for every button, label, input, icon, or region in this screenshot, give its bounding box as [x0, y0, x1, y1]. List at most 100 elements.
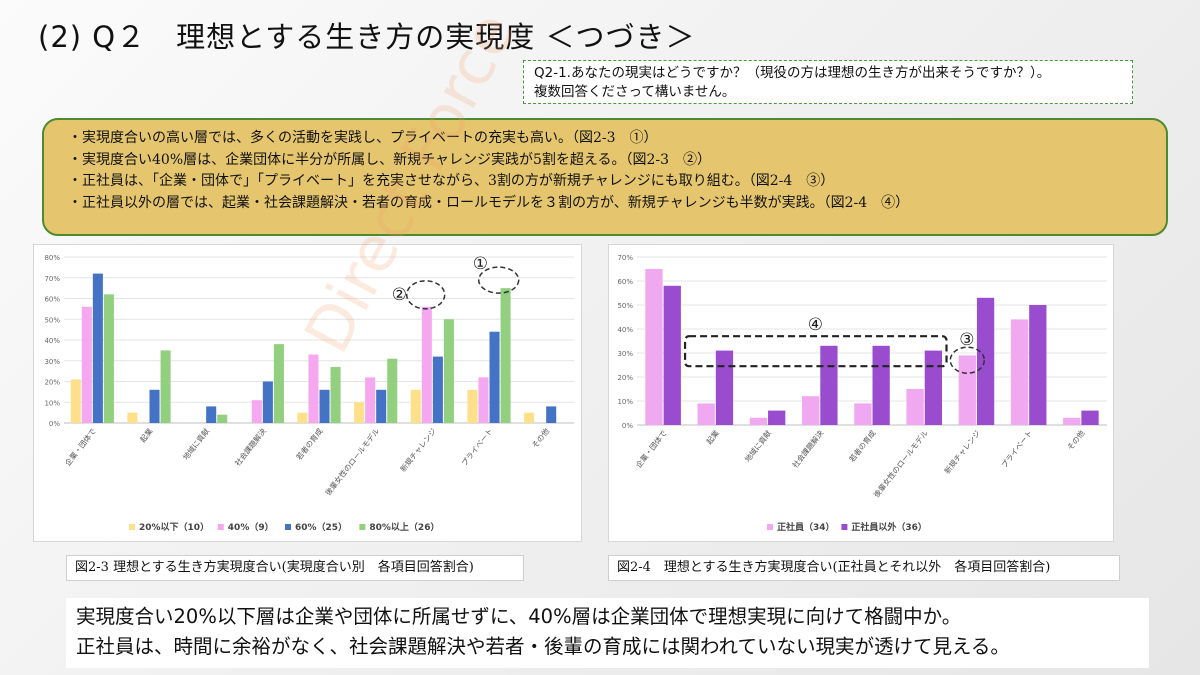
bar — [149, 389, 160, 423]
bar — [715, 350, 734, 425]
summary-line-1: ・実現度合いの高い層では、多くの活動を実践し、プライベートの充実も高い。（図2-… — [68, 130, 658, 146]
question-line-2: 複数回答くださって構いません。 — [534, 84, 736, 100]
y-tick-label: 30% — [617, 350, 633, 358]
bar — [924, 350, 942, 425]
legend-swatch — [285, 524, 291, 530]
bar — [478, 377, 489, 423]
x-tick-label: 地域に貢献 — [742, 428, 773, 464]
y-tick-label: 0% — [622, 422, 633, 430]
bar — [387, 358, 398, 423]
y-tick-label: 30% — [44, 358, 60, 366]
summary-line-2: ・実現度合い40%層は、企業団体に半分が所属し、新規チャレンジ実践が5割を超える… — [68, 151, 712, 168]
bar — [524, 412, 535, 423]
x-tick-label: その他 — [1065, 428, 1087, 452]
annotation-label-2: ② — [392, 285, 407, 305]
question-line-1: Q2-1.あなたの現実はどうですか？（現役の方は理想の生き方が出来そうですか？）… — [534, 65, 1051, 81]
legend-swatch — [359, 524, 366, 530]
y-tick-label: 60% — [44, 296, 60, 304]
chart-2-4-svg: 0% 10% 20% 30% 40% 50% 60% 70% 企業・団体で 起業 地域に貢献 社会課題… — [617, 254, 1107, 533]
y-tick-label: 70% — [44, 275, 60, 283]
bar — [1029, 305, 1047, 425]
y-tick-label: 60% — [617, 278, 633, 286]
y-tick-label: 20% — [617, 374, 633, 382]
chart-2-3-svg: 0% 10% 20% 30% 40% 50% 60% 70% 80% 企業・団体で 起業 地域に貢献社… — [44, 254, 574, 533]
x-tick-label: 起業 — [137, 426, 154, 444]
y-tick-label: 0% — [49, 420, 60, 428]
conclusion-box: 実現度合い20%以下層は企業や団体に所属せずに、40%層は企業団体で理想実現に向… — [66, 598, 1149, 668]
x-tick-label: 社会課題解決 — [790, 428, 826, 470]
bar — [768, 410, 786, 425]
bar — [330, 366, 341, 423]
bar — [206, 406, 217, 423]
x-tick-label: 社会課題解決 — [232, 426, 268, 468]
bar — [297, 412, 308, 423]
x-tick-label: 若者の育成 — [294, 426, 325, 462]
bar — [906, 389, 924, 425]
y-tick-label: 80% — [44, 254, 60, 262]
bar — [103, 294, 114, 423]
bar — [262, 381, 273, 423]
annotation-circle-3 — [949, 346, 986, 374]
bar — [410, 389, 421, 423]
annotation-box-4 — [683, 335, 948, 368]
annotation-label-1: ① — [473, 254, 488, 274]
bar — [1010, 319, 1029, 425]
bar — [546, 406, 557, 423]
bar — [308, 354, 319, 423]
bar — [376, 389, 387, 423]
bar — [958, 355, 976, 425]
bar — [217, 414, 228, 423]
bar — [354, 402, 365, 423]
x-tick-label: 地域に貢献 — [180, 426, 211, 462]
legend-label: 40%（9） — [228, 522, 274, 533]
bar — [160, 350, 171, 423]
legend-swatch — [129, 524, 135, 530]
bar — [663, 285, 681, 425]
bar — [1063, 417, 1081, 425]
x-tick-label: 企業・団体で — [62, 426, 98, 468]
y-tick-label: 40% — [44, 337, 60, 345]
y-tick-label: 10% — [44, 399, 60, 407]
chart-2-4: 0% 10% 20% 30% 40% 50% 60% 70% 企業・団体で 起業 地域に貢献 社会課題… — [608, 244, 1114, 542]
legend-swatch — [841, 524, 848, 530]
bar — [749, 417, 768, 425]
bar — [697, 403, 715, 425]
chart-2-3: 0% 10% 20% 30% 40% 50% 60% 70% 80% 企業・団体で 起業 地域に貢献社… — [33, 244, 582, 542]
y-tick-label: 10% — [617, 398, 633, 406]
bar — [976, 297, 995, 425]
bar — [820, 345, 838, 425]
conclusion-line-2: 正社員は、時間に余裕がなく、社会課題解決や若者・後輩の育成には関われていない現実… — [76, 635, 1010, 658]
x-tick-label: その他 — [530, 426, 552, 450]
question-box: Q2-1.あなたの現実はどうですか？（現役の方は理想の生き方が出来そうですか？）… — [523, 60, 1133, 104]
x-tick-label: プライベート — [460, 427, 495, 468]
legend-swatch — [767, 524, 773, 530]
bar — [421, 306, 432, 423]
bar — [489, 331, 500, 423]
legend-label: 正社員以外（36） — [851, 521, 927, 533]
legend-label: 20%以下（10） — [139, 522, 209, 533]
x-tick-label: プライベート — [999, 429, 1034, 470]
bar — [645, 269, 663, 425]
summary-line-3: ・正社員は、「企業・団体で」「プライベート」を充実させながら、3割の方が新規チャ… — [68, 173, 835, 189]
legend-label: 正社員（34） — [777, 521, 835, 533]
x-tick-label: 若者の育成 — [847, 428, 878, 464]
bar — [467, 389, 478, 423]
legend-label: 60%（25） — [295, 522, 347, 533]
bar — [432, 356, 443, 423]
x-tick-label: 企業・団体で — [633, 428, 669, 470]
bar — [365, 377, 376, 423]
y-tick-label: 50% — [44, 316, 60, 324]
x-tick-label: 新規チャレンジ — [398, 426, 438, 474]
x-tick-label: 新規チャレンジ — [942, 428, 982, 476]
x-tick-label: 起業 — [704, 428, 721, 446]
bar — [70, 379, 81, 423]
bar — [273, 344, 284, 423]
legend-label: 80%以上（26） — [369, 521, 439, 533]
summary-box: ・実現度合いの高い層では、多くの活動を実践し、プライベートの充実も高い。（図2-… — [42, 118, 1168, 236]
caption-chart-2-4: 図2-4 理想とする生き方実現度合い(正社員とそれ以外 各項目回答割合) — [608, 555, 1120, 581]
page-title: (2) Q２ 理想とする生き方の実現度 ＜つづき＞ — [38, 20, 696, 54]
legend-swatch — [217, 524, 224, 530]
bar — [500, 288, 511, 423]
bar — [251, 400, 262, 423]
x-tick-label: 後輩女性のロールモデル — [323, 426, 382, 498]
